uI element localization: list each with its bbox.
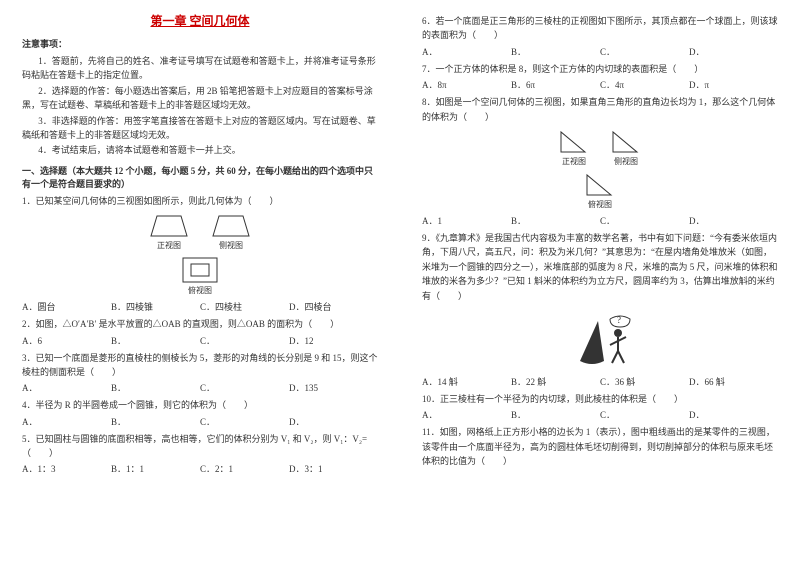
- rice-pile-icon: ?: [560, 309, 640, 369]
- q10c: C．: [600, 408, 689, 421]
- svg-text:?: ?: [617, 315, 621, 325]
- q2a: A．6: [22, 334, 111, 347]
- q5c: C．2：1: [200, 462, 289, 475]
- q6b: B．: [511, 45, 600, 58]
- q10b: B．: [511, 408, 600, 421]
- q7-opts: A．8π B．6π C．4π D．π: [422, 78, 778, 91]
- q7d: D．π: [689, 78, 778, 91]
- notice-1: 1．答题前，先将自己的姓名、准考证号填写在试题卷和答题卡上，并将准考证号条形码粘…: [22, 54, 378, 83]
- q2c: C．: [200, 334, 289, 347]
- q7b: B．6π: [511, 78, 600, 91]
- q1-fig-bottom: 俯视图: [22, 255, 378, 296]
- q10a: A．: [422, 408, 511, 421]
- page-right: 6．若一个底面是正三角形的三棱柱的正视图如下图所示，其顶点都在一个球面上，则该球…: [400, 0, 800, 565]
- q3a: A．: [22, 381, 111, 394]
- q10-opts: A． B． C． D．: [422, 408, 778, 421]
- q10: 10．正三棱柱有一个半径为的内切球，则此棱柱的体积是（ ）: [422, 392, 778, 406]
- chapter-title: 第一章 空间几何体: [22, 12, 378, 29]
- q8-top-view-icon: [583, 171, 617, 199]
- q7: 7．一个正方体的体积是 8，则这个正方体的内切球的表面积是（ ）: [422, 62, 778, 76]
- q1d: D．四棱台: [289, 300, 378, 313]
- q3d: D．135: [289, 381, 378, 394]
- q8: 8．如图是一个空间几何体的三视图，如果直角三角形的直角边长均为 1，那么这个几何…: [422, 95, 778, 124]
- q6d: D．: [689, 45, 778, 58]
- q6c: C．: [600, 45, 689, 58]
- q8-opts: A．1 B． C． D．: [422, 214, 778, 227]
- q9d: D．66 斛: [689, 375, 778, 388]
- q5b: B．1：1: [111, 462, 200, 475]
- q5a: A．1：3: [22, 462, 111, 475]
- q1-figs: 正视图 侧视图: [22, 212, 378, 251]
- q1b: B．四棱锥: [111, 300, 200, 313]
- q1-fig1-label: 正视图: [147, 240, 191, 251]
- q7a: A．8π: [422, 78, 511, 91]
- q1-top-view-icon: [180, 255, 220, 285]
- q1-front-view-icon: [147, 212, 191, 240]
- notice-3: 3．非选择题的作答：用签字笔直接答在答题卡上对应的答题区域内。写在试题卷、草稿纸…: [22, 114, 378, 143]
- q4a: A．: [22, 415, 111, 428]
- q10d: D．: [689, 408, 778, 421]
- notice-2: 2．选择题的作答：每小题选出答案后，用 2B 铅笔把答题卡上对应题目的答案标号涂…: [22, 84, 378, 113]
- q9-fig: ?: [422, 309, 778, 369]
- q8d: D．: [689, 214, 778, 227]
- q8-side-view-icon: [609, 128, 643, 156]
- q4b: B．: [111, 415, 200, 428]
- q6a: A．: [422, 45, 511, 58]
- q3-opts: A． B． C． D．135: [22, 381, 378, 394]
- q8b: B．: [511, 214, 600, 227]
- q4c: C．: [200, 415, 289, 428]
- q8-front-view-icon: [557, 128, 591, 156]
- q1-side-view-icon: [209, 212, 253, 240]
- q4-opts: A． B． C． D．: [22, 415, 378, 428]
- q6: 6．若一个底面是正三角形的三棱柱的正视图如下图所示，其顶点都在一个球面上，则该球…: [422, 14, 778, 43]
- q11: 11．如图，网格纸上正方形小格的边长为 1（表示），图中粗线画出的是某零件的三视…: [422, 425, 778, 468]
- q3c: C．: [200, 381, 289, 394]
- q1: 1．已知某空间几何体的三视图如图所示，则此几何体为（ ）: [22, 194, 378, 208]
- q8-figs-top: 正视图 侧视图: [422, 128, 778, 167]
- q8c: C．: [600, 214, 689, 227]
- q2-opts: A．6 B． C． D．12: [22, 334, 378, 347]
- page-left: 第一章 空间几何体 注意事项： 1．答题前，先将自己的姓名、准考证号填写在试题卷…: [0, 0, 400, 565]
- q1-fig3-label: 俯视图: [180, 285, 220, 296]
- q8-fig2-label: 侧视图: [609, 156, 643, 167]
- notice-4: 4．考试结束后，请将本试题卷和答题卡一并上交。: [22, 143, 378, 157]
- q9-opts: A．14 斛 B．22 斛 C．36 斛 D．66 斛: [422, 375, 778, 388]
- q8a: A．1: [422, 214, 511, 227]
- q8-fig1-label: 正视图: [557, 156, 591, 167]
- q9: 9．《九章算术》是我国古代内容极为丰富的数学名著，书中有如下问题：“今有委米依垣…: [422, 231, 778, 303]
- q4d: D．: [289, 415, 378, 428]
- q9c: C．36 斛: [600, 375, 689, 388]
- q2b: B．: [111, 334, 200, 347]
- q5-opts: A．1：3 B．1：1 C．2：1 D．3：1: [22, 462, 378, 475]
- q8-figs-bottom: 俯视图: [422, 171, 778, 210]
- q8-fig3-label: 俯视图: [583, 199, 617, 210]
- q4: 4．半径为 R 的半圆卷成一个圆锥，则它的体积为（ ）: [22, 398, 378, 412]
- q9b: B．22 斛: [511, 375, 600, 388]
- q2: 2．如图，△O′A′B′ 是水平放置的△OAB 的直观图，则△OAB 的面积为（…: [22, 317, 378, 331]
- notice-head: 注意事项：: [22, 37, 378, 50]
- q5: 5．已知圆柱与圆锥的底面积相等，高也相等，它们的体积分别为 V₁ 和 V₂，则 …: [22, 432, 378, 461]
- q7c: C．4π: [600, 78, 689, 91]
- q5d: D．3：1: [289, 462, 378, 475]
- q1-opts: A．圆台 B．四棱锥 C．四棱柱 D．四棱台: [22, 300, 378, 313]
- section-a-head: 一、选择题（本大题共 12 个小题，每小题 5 分，共 60 分，在每小题给出的…: [22, 164, 378, 190]
- q3: 3．已知一个底面是菱形的直棱柱的侧棱长为 5，菱形的对角线的长分别是 9 和 1…: [22, 351, 378, 380]
- q1a: A．圆台: [22, 300, 111, 313]
- q1-fig2-label: 侧视图: [209, 240, 253, 251]
- q3b: B．: [111, 381, 200, 394]
- q1c: C．四棱柱: [200, 300, 289, 313]
- q9a: A．14 斛: [422, 375, 511, 388]
- q2d: D．12: [289, 334, 378, 347]
- q6-opts: A． B． C． D．: [422, 45, 778, 58]
